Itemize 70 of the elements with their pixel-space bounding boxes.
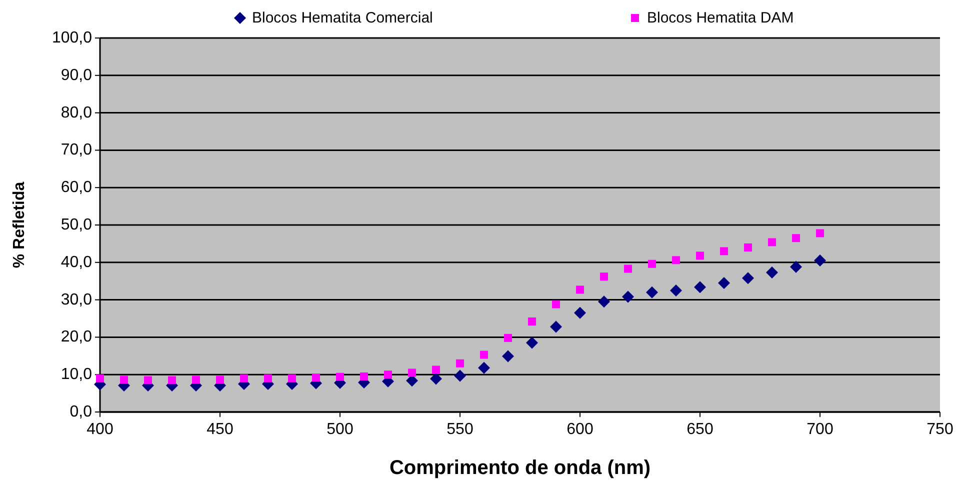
point — [336, 372, 344, 381]
point — [454, 370, 466, 382]
point — [552, 300, 560, 308]
x-tick-label: 600 — [566, 421, 594, 438]
point — [718, 276, 730, 289]
point — [430, 372, 442, 385]
y-tick-label: 100,0 — [52, 30, 92, 46]
point — [646, 286, 658, 298]
point — [624, 264, 632, 273]
point — [480, 350, 488, 359]
x-tick-label: 400 — [86, 421, 114, 438]
point — [192, 376, 200, 384]
point — [384, 370, 392, 379]
point — [312, 374, 320, 382]
x-tick-label: 450 — [206, 421, 234, 438]
legend-label: Blocos Hematita Comercial — [252, 10, 433, 26]
point — [792, 234, 800, 242]
point — [526, 336, 538, 349]
x-tick-label: 700 — [806, 421, 834, 438]
point — [574, 306, 586, 319]
y-tick-label: 0,0 — [70, 404, 92, 420]
point — [502, 350, 514, 362]
y-tick-label: 10,0 — [60, 366, 92, 384]
legend-label: Blocos Hematita DAM — [647, 10, 794, 26]
y-tick-label: 30,0 — [60, 291, 92, 308]
x-axis-title: Comprimento de onda (nm) — [389, 457, 651, 479]
point — [742, 272, 754, 284]
x-tick-label: 500 — [326, 421, 354, 438]
point — [576, 286, 584, 294]
point — [216, 376, 224, 384]
point — [816, 229, 824, 238]
point — [670, 284, 682, 296]
y-tick-label: 90,0 — [60, 66, 92, 84]
point — [432, 366, 440, 374]
x-tick-label: 650 — [686, 421, 714, 438]
point — [720, 247, 728, 256]
point — [144, 376, 152, 384]
point — [550, 320, 562, 333]
point — [814, 254, 826, 267]
point — [600, 272, 608, 281]
y-tick-label: 70,0 — [60, 142, 92, 159]
x-tick-label: 550 — [446, 421, 474, 438]
y-tick-label: 50,0 — [60, 216, 92, 234]
point — [120, 376, 128, 384]
point — [360, 372, 368, 380]
point — [240, 374, 248, 382]
point — [408, 368, 416, 377]
point — [648, 260, 656, 268]
y-tick-label: 60,0 — [60, 179, 92, 196]
point — [456, 359, 464, 368]
point — [790, 260, 802, 273]
y-axis-title: % Refletida — [11, 182, 28, 268]
y-tick-label: 40,0 — [60, 254, 92, 271]
point — [696, 252, 704, 260]
point — [766, 266, 778, 278]
point — [528, 317, 536, 326]
point — [478, 362, 490, 374]
point — [768, 238, 776, 246]
point — [168, 376, 176, 384]
y-tick-label: 20,0 — [60, 328, 92, 346]
point — [504, 334, 512, 342]
y-tick-label: 80,0 — [60, 104, 92, 122]
point — [264, 374, 272, 382]
point — [288, 374, 296, 382]
point — [598, 296, 610, 308]
point — [694, 281, 706, 294]
point — [672, 256, 680, 264]
point — [744, 243, 752, 252]
x-tick-label: 750 — [926, 421, 954, 438]
point — [622, 290, 634, 303]
